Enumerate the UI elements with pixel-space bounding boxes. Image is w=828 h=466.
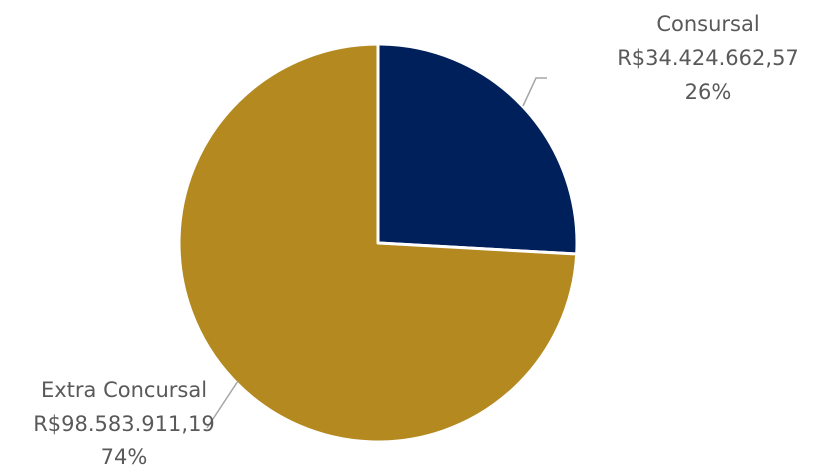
slice-percent-consursal: 26% <box>685 80 732 104</box>
pie-slice-extra-concursal <box>177 42 579 444</box>
slice-percent-extra-concursal: 74% <box>101 445 148 466</box>
leader-line-consursal <box>522 77 547 107</box>
pie-slices <box>177 42 579 444</box>
pie-slice-consursal <box>376 42 579 256</box>
leader-lines <box>206 77 547 429</box>
slice-label-extra-concursal: Extra Concursal <box>41 378 207 402</box>
slice-value-consursal: R$34.424.662,57 <box>617 46 799 70</box>
slice-value-extra-concursal: R$98.583.911,19 <box>33 412 215 436</box>
leader-line-extra-concursal <box>206 380 239 429</box>
slice-label-consursal: Consursal <box>656 12 759 36</box>
